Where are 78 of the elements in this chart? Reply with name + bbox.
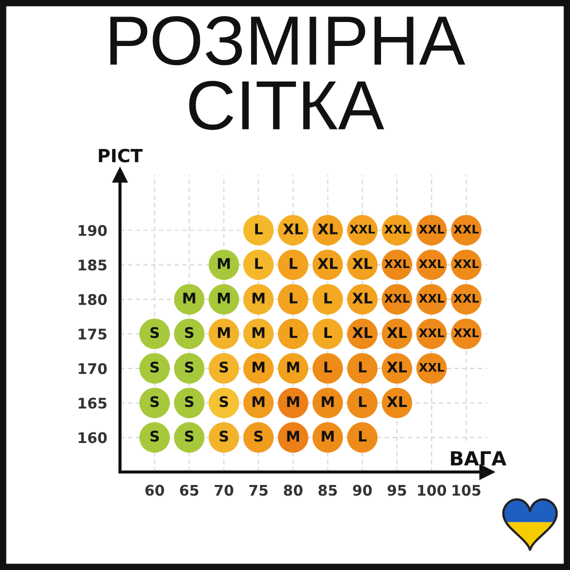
text: S (254, 430, 263, 442)
text: M (218, 258, 230, 269)
text: S (150, 396, 159, 408)
text: XXL (418, 363, 444, 372)
text: XXL (454, 259, 479, 268)
text: M (322, 430, 334, 442)
text: XXL (454, 294, 479, 303)
x-tick-label: 70 (214, 484, 234, 496)
text: XXL (384, 224, 410, 234)
text: M (183, 292, 196, 304)
text: L (290, 292, 298, 304)
y-tick-label: 185 (78, 260, 106, 271)
text: S (150, 430, 159, 442)
text: L (255, 258, 263, 269)
x-tick-label: 100 (418, 484, 446, 496)
text: M (252, 327, 264, 338)
text: L (255, 224, 263, 234)
y-tick-label: 170 (78, 363, 107, 374)
text: L (359, 396, 367, 407)
x-tick-label: 90 (352, 484, 372, 496)
text: S (185, 396, 194, 408)
x-tick-label: 75 (249, 484, 268, 496)
text: XL (386, 396, 407, 407)
text: S (185, 327, 194, 338)
text: S (150, 362, 159, 373)
text: XL (318, 224, 338, 234)
text: S (220, 362, 228, 373)
y-tick-label: 160 (78, 432, 107, 444)
series-label: XXL (418, 224, 444, 234)
text: XXL (418, 328, 444, 338)
x-tick-label: 95 (388, 484, 406, 496)
text: XL (386, 327, 407, 338)
text: S (185, 430, 194, 442)
text: S (185, 362, 194, 373)
text: M (252, 292, 264, 304)
text: XL (352, 258, 372, 269)
y-tick-label: 165 (78, 398, 106, 409)
text: M (252, 362, 264, 372)
text: XL (386, 362, 407, 372)
text: L (359, 430, 367, 442)
series-label: S (150, 327, 159, 338)
text: XXL (384, 259, 410, 268)
y-tick-label: 190 (78, 224, 107, 236)
text: M (218, 292, 230, 304)
x-tick-label: 80 (284, 484, 303, 496)
text: XXL (384, 294, 410, 303)
x-tick-label: 60 (145, 484, 164, 496)
text: S (220, 396, 228, 408)
y-axis-title: РІСТ (98, 148, 143, 162)
text: M (287, 396, 300, 407)
text: XL (283, 224, 303, 234)
series-label: L (290, 327, 298, 338)
y-tick-label: 175 (78, 328, 106, 340)
chart-title: РОЗМІРНА СІТКА (110, 16, 466, 130)
text: M (322, 396, 334, 407)
x-tick-label: 105 (452, 484, 480, 496)
text: XL (352, 292, 372, 304)
text: L (324, 362, 332, 372)
series-label: M (287, 362, 300, 372)
text: L (359, 362, 367, 372)
text: XL (318, 258, 338, 269)
text: M (287, 430, 300, 442)
x-axis-title: ВАГА (450, 451, 506, 466)
text: L (324, 292, 332, 304)
text: XXL (454, 328, 479, 338)
x-tick-label: 85 (318, 484, 337, 496)
x-tick-label: 65 (180, 484, 198, 496)
text: XXL (350, 224, 375, 234)
series-label: XL (352, 327, 372, 338)
text: XXL (454, 224, 479, 234)
y-tick-label: 180 (78, 294, 107, 306)
text: L (324, 327, 332, 338)
text: L (290, 258, 298, 269)
text: XXL (418, 294, 444, 303)
text: M (252, 396, 264, 407)
text: XXL (418, 259, 444, 268)
text: S (220, 430, 228, 442)
text: M (218, 327, 230, 338)
